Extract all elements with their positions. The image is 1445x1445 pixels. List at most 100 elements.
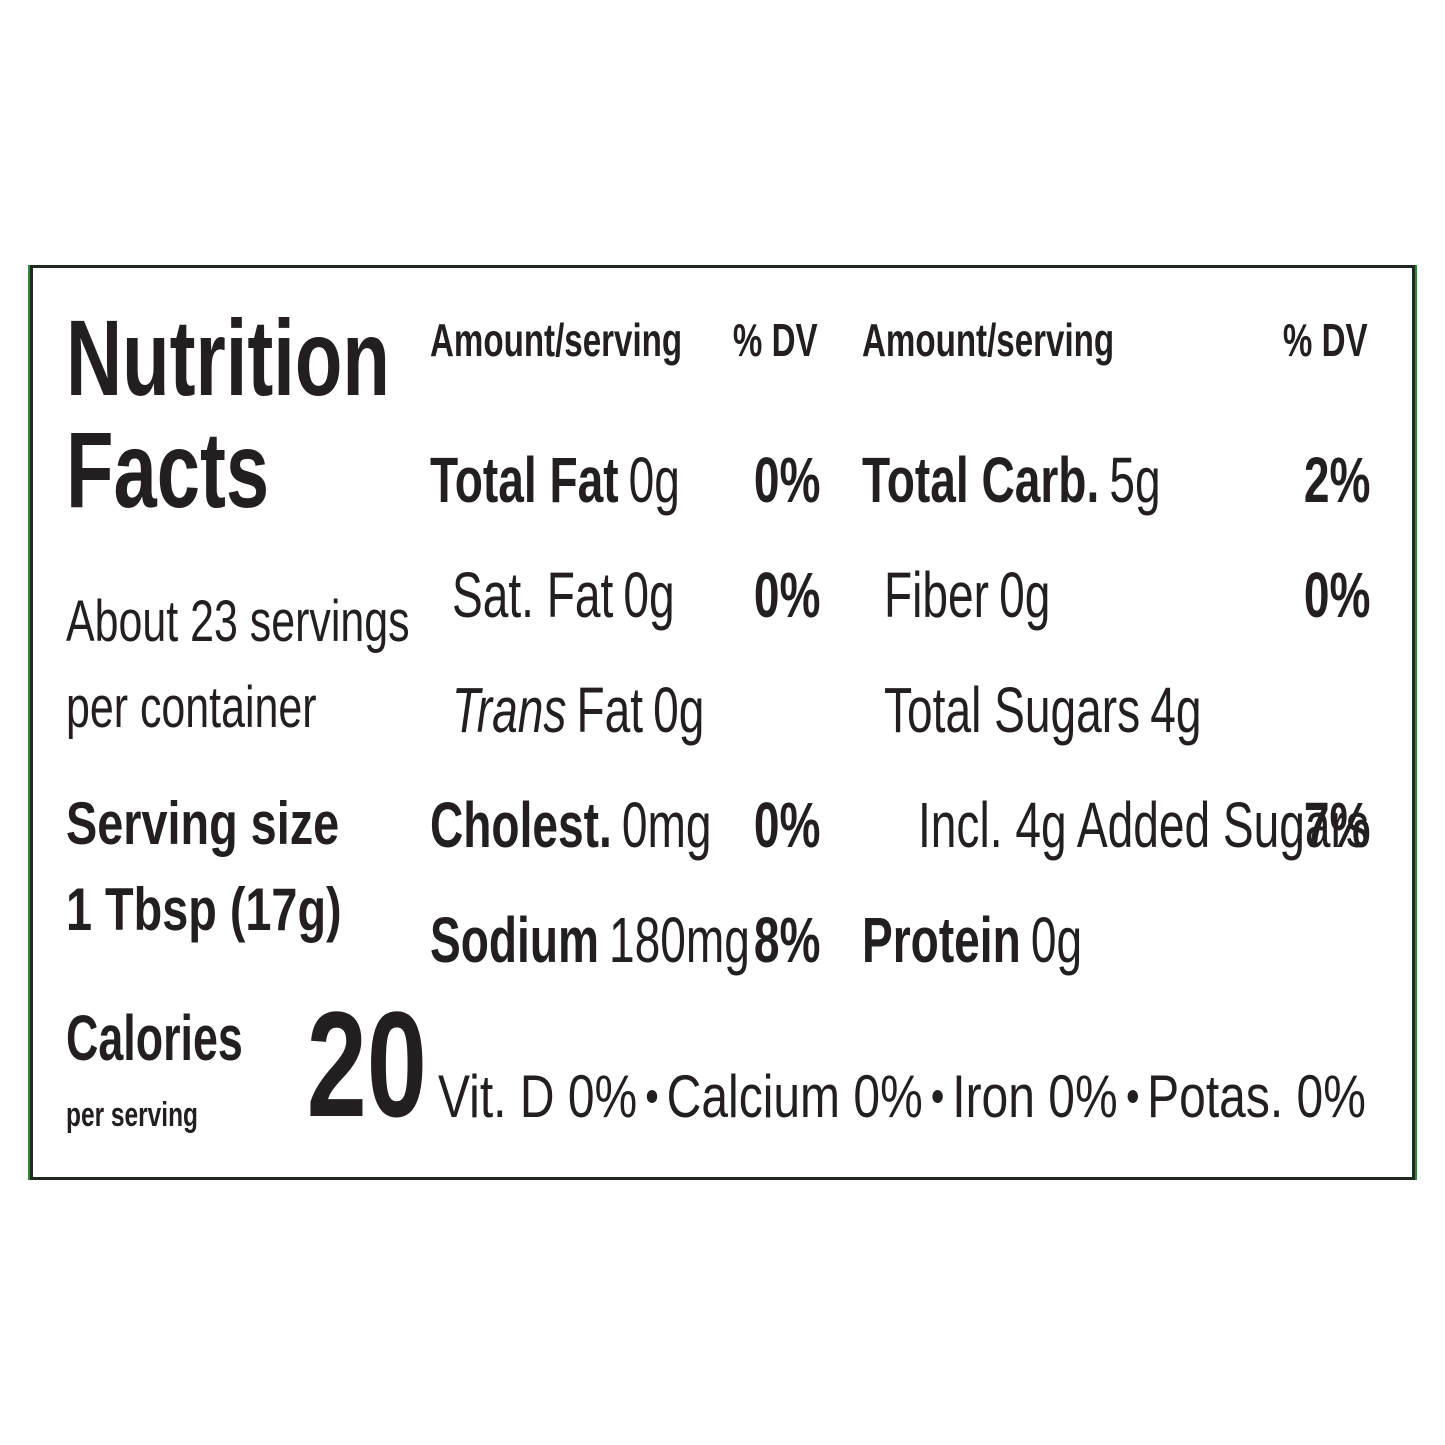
nutrient: Fiber 0g <box>884 563 1374 627</box>
nutrient-name: Total Carb. <box>862 444 1100 516</box>
nutrient-inner: Total Carb. 5g <box>862 448 1161 512</box>
servings: About 23 servings <box>66 593 410 651</box>
nutrient-amount: 4g <box>1150 674 1202 746</box>
nutrient: Incl. 4g Added Sugars <box>918 793 1374 857</box>
nutrient-inner: Protein 0g <box>862 908 1082 972</box>
daily-value: 0% <box>753 559 820 631</box>
calories-sublabel: per serving <box>66 1098 296 1132</box>
nutrient: Sodium 180mg <box>430 908 824 972</box>
servings: per container <box>66 679 396 737</box>
header-dv: % DV <box>430 317 818 363</box>
nutrient-amount: 0g <box>999 559 1051 631</box>
nutrient-inner: Sodium 180mg <box>430 908 750 972</box>
nutrient-inner: Trans Fat 0g <box>452 678 704 742</box>
daily-value: 8% <box>753 904 820 976</box>
nutrient-name: Incl. 4g Added Sugars <box>918 789 1369 861</box>
footer-item: Vit. D 0% <box>438 1063 638 1130</box>
rule <box>0 70 512 96</box>
header-amount: Amount/serving <box>430 317 824 363</box>
daily-value-inner: 8% <box>753 908 820 972</box>
daily-value: 0% <box>430 793 820 857</box>
header-amount-inner: Amount/serving <box>430 317 682 363</box>
nutrient-amount: 0g <box>628 444 680 516</box>
serving-size-value: 1 Tbsp (17g) <box>66 876 342 943</box>
nutrient-inner: Incl. 4g Added Sugars <box>918 793 1379 857</box>
nutrient: Protein 0g <box>862 908 1374 972</box>
daily-value-inner: 7% <box>1303 793 1370 857</box>
servings-line: per container <box>66 675 317 740</box>
nutrient-name: Fat <box>576 674 644 746</box>
separator-dot <box>932 1090 943 1103</box>
nutrient: Trans Fat 0g <box>452 678 824 742</box>
rule <box>0 44 394 70</box>
nutrient-name: Total Sugars <box>884 674 1141 746</box>
header-amount: Amount/serving <box>430 314 683 366</box>
header-amount: Amount/serving <box>862 314 1115 366</box>
nutrient-name: Fiber <box>884 559 989 631</box>
header-amount: Amount/serving <box>862 317 1374 363</box>
serving-size-label-inner: Serving size <box>66 794 339 854</box>
daily-value-inner: 0% <box>753 563 820 627</box>
title-inner: Facts <box>66 416 269 524</box>
calories-value: 20 <box>260 989 427 1139</box>
header-dv-inner: % DV <box>1283 317 1368 363</box>
nutrient: Total Carb. 5g <box>862 448 1374 512</box>
daily-value: 2% <box>1303 444 1370 516</box>
title-line: Facts <box>66 409 270 530</box>
calories-label: Calories <box>66 1006 296 1070</box>
nutrient-name: Sodium <box>430 904 599 976</box>
nutrient-amount: 180mg <box>609 904 750 976</box>
serving-size-label: Serving size <box>66 794 396 854</box>
calories-value-inner: 20 <box>307 989 427 1139</box>
calories-value: 20 <box>306 980 427 1148</box>
rule <box>0 6 394 32</box>
header-dv: % DV <box>862 317 1368 363</box>
footer: Vit. D 0% Calcium 0% Iron 0% Potas. 0% <box>438 1062 1366 1131</box>
nutrient-amount: 0mg <box>621 789 712 861</box>
daily-value: 0% <box>753 789 820 861</box>
daily-value-inner: 0% <box>753 793 820 857</box>
serving-size-value: 1 Tbsp (17g) <box>66 880 396 940</box>
nutrient-name: Cholest. <box>430 789 612 861</box>
nutrient-inner: Total Fat 0g <box>430 448 680 512</box>
daily-value: 7% <box>862 793 1370 857</box>
title: Nutrition <box>66 304 396 412</box>
nutrition-label <box>30 265 1415 1180</box>
nutrient-inner: Fiber 0g <box>884 563 1050 627</box>
calories-sublabel: per serving <box>66 1096 198 1134</box>
nutrient-amount: 0g <box>653 674 705 746</box>
servings-inner: per container <box>66 679 317 737</box>
header-dv: % DV <box>733 314 818 366</box>
nutrient-name: Sat. Fat <box>452 559 614 631</box>
nutrient: Total Fat 0g <box>430 448 824 512</box>
nutrient-amount: 0g <box>1030 904 1083 976</box>
nutrient: Total Sugars 4g <box>884 678 1374 742</box>
serving-size-label: Serving size <box>66 790 340 857</box>
nutrient-name: Total Fat <box>430 444 619 516</box>
title-inner: Nutrition <box>66 304 390 412</box>
daily-value-inner: 0% <box>753 448 820 512</box>
nutrient-name: Protein <box>862 904 1021 976</box>
daily-value-inner: 0% <box>1303 563 1370 627</box>
daily-value: 2% <box>862 448 1370 512</box>
nutrient-name-italic: Trans <box>452 674 567 746</box>
separator-dot <box>1127 1090 1138 1103</box>
daily-value: 0% <box>430 448 820 512</box>
header-dv: % DV <box>1283 314 1368 366</box>
nutrient-inner: Cholest. 0mg <box>430 793 711 857</box>
rule <box>0 108 512 134</box>
footer-item: Potas. 0% <box>1147 1063 1366 1130</box>
nutrient-inner: Total Sugars 4g <box>884 678 1201 742</box>
servings-inner: About 23 servings <box>66 593 410 651</box>
footer-item: Calcium 0% <box>666 1063 923 1130</box>
nutrient-amount: 0g <box>623 559 675 631</box>
nutrient: Cholest. 0mg <box>430 793 824 857</box>
calories-label: Calories <box>66 1002 243 1074</box>
header-dv-inner: % DV <box>733 317 818 363</box>
nutrient-amount: 5g <box>1109 444 1161 516</box>
serving-size-value-inner: 1 Tbsp (17g) <box>66 880 342 940</box>
calories-sublabel-inner: per serving <box>66 1098 198 1132</box>
title-line: Nutrition <box>66 297 390 418</box>
header-amount-inner: Amount/serving <box>862 317 1114 363</box>
